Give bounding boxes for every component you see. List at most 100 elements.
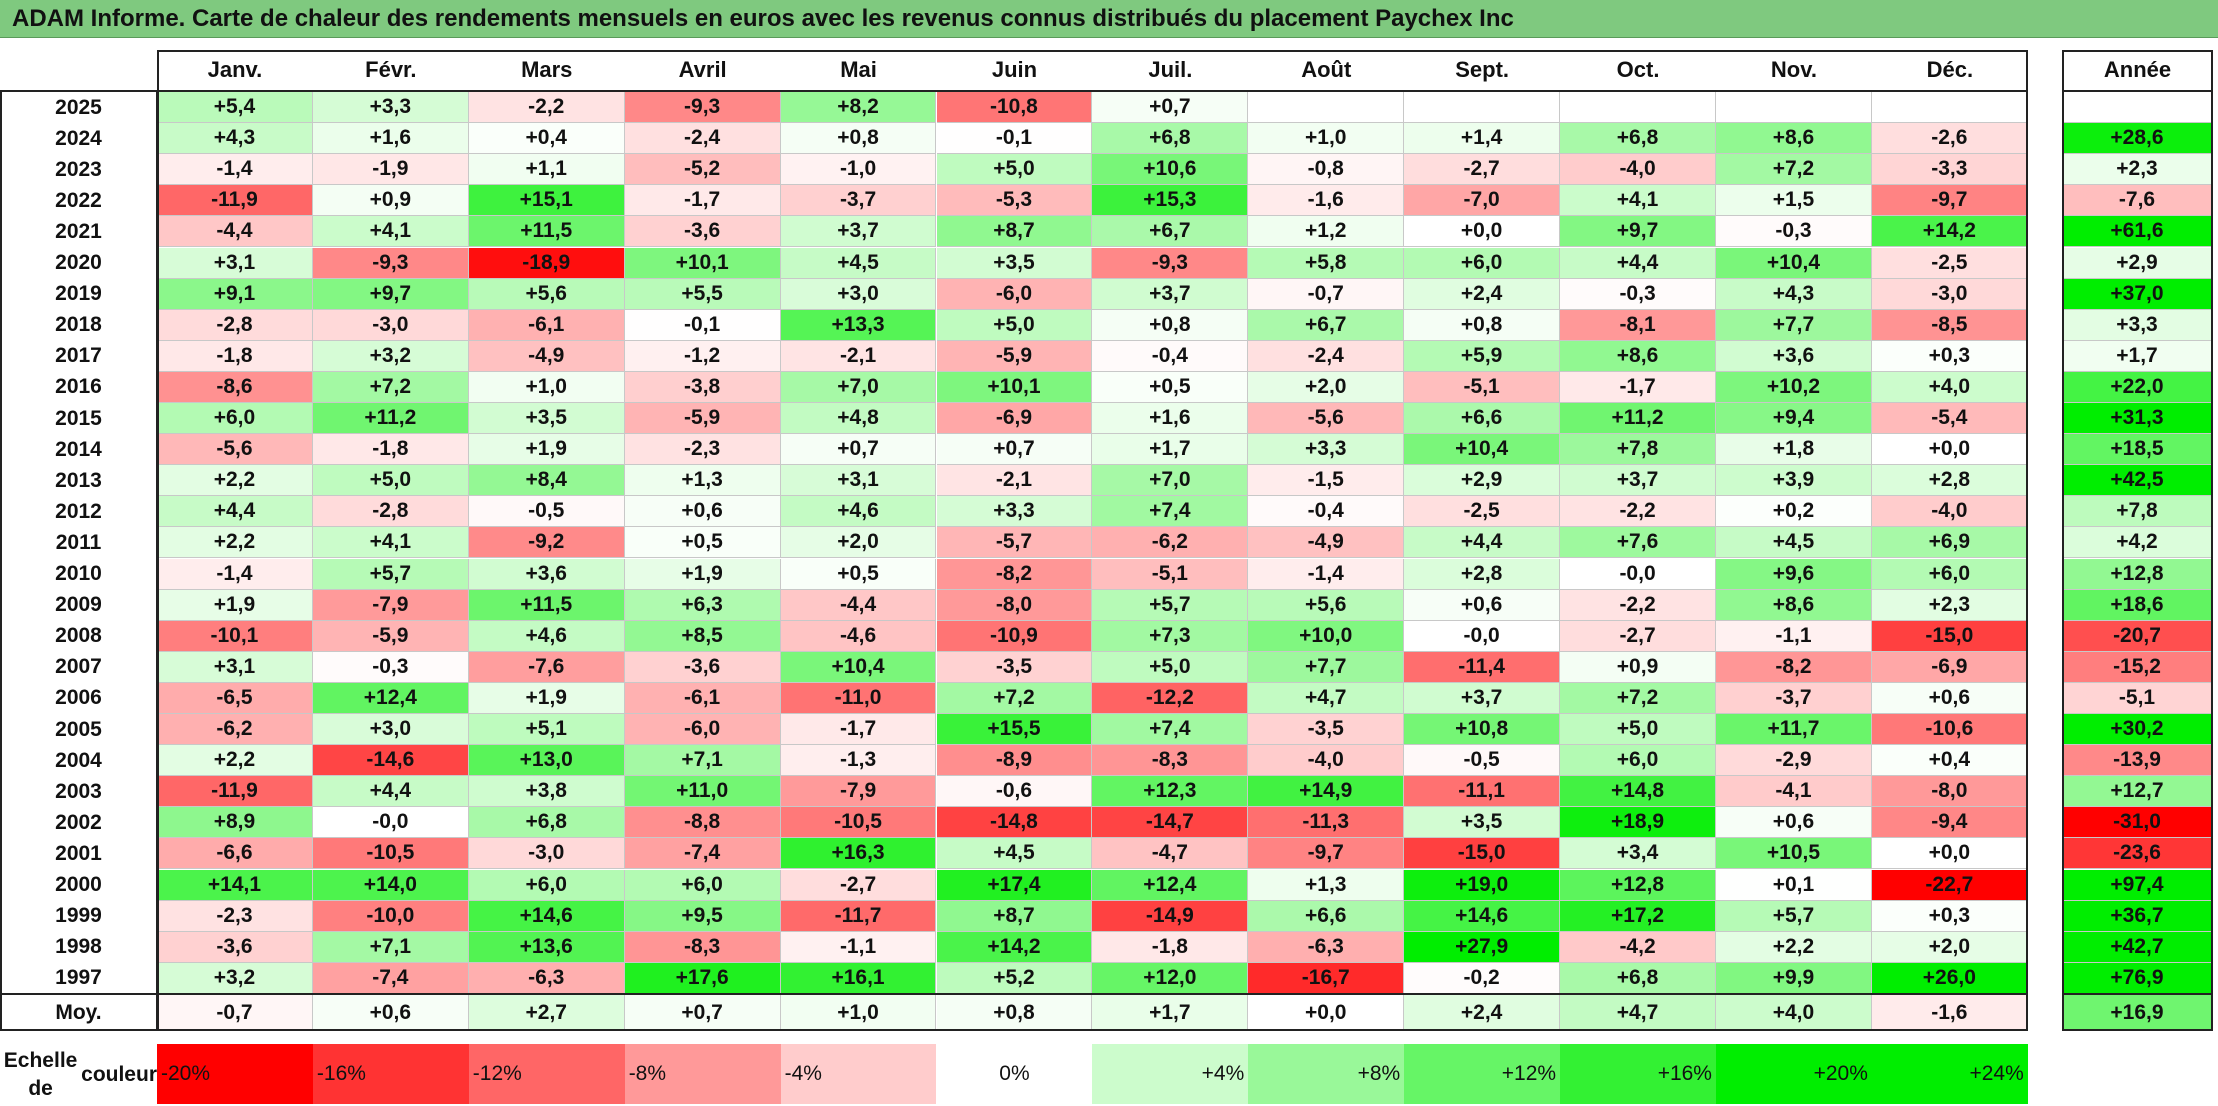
heatmap-cell: +10,5 <box>1716 838 1872 870</box>
heatmap-cell: -12,2 <box>1092 682 1249 714</box>
heatmap-cell: +3,7 <box>780 216 937 248</box>
heatmap-cell: -1,1 <box>1716 620 1872 652</box>
heatmap-cell: -4,9 <box>468 340 625 372</box>
heatmap-cell: +3,5 <box>936 247 1093 279</box>
heatmap-cell: +9,1 <box>157 278 313 310</box>
heatmap-cell: -10,5 <box>780 807 937 839</box>
heatmap-cell: +8,4 <box>468 465 625 497</box>
annual-return-cell <box>2062 92 2213 124</box>
heatmap-cell: -2,7 <box>780 869 937 901</box>
heatmap-cell: -1,5 <box>1248 465 1405 497</box>
heatmap-cell: +0,6 <box>1871 682 2028 714</box>
annual-return-cell: +12,8 <box>2062 558 2213 590</box>
heatmap-cell: -10,6 <box>1871 714 2028 746</box>
average-separator <box>0 993 2028 995</box>
heatmap-cell: -0,4 <box>1248 496 1405 528</box>
annual-return-cell: +18,5 <box>2062 434 2213 466</box>
month-header: Mai <box>780 50 937 90</box>
heatmap-cell: +15,5 <box>936 714 1093 746</box>
heatmap-cell: +0,4 <box>1871 745 2028 777</box>
annual-return-cell: +7,8 <box>2062 496 2213 528</box>
heatmap-cell: +7,6 <box>1560 527 1716 559</box>
heatmap-cell <box>1716 92 1872 124</box>
month-header: Déc. <box>1871 50 2028 90</box>
row-year-label: 2003 <box>55 779 102 803</box>
heatmap-cell: -2,8 <box>312 496 469 528</box>
heatmap-cell: -7,4 <box>312 962 469 994</box>
heatmap-cell: -1,4 <box>157 154 313 186</box>
heatmap-cell: +1,9 <box>624 558 781 590</box>
heatmap-cell: +5,0 <box>312 465 469 497</box>
heatmap-cell: -9,7 <box>1248 838 1405 870</box>
heatmap-cell: -4,2 <box>1560 931 1716 963</box>
heatmap-cell: -11,1 <box>1404 776 1561 808</box>
heatmap-cell: -0,2 <box>1404 962 1561 994</box>
heatmap-cell: +0,0 <box>1871 434 2028 466</box>
heatmap-cell: +5,6 <box>1248 589 1405 621</box>
heatmap-cell: -5,2 <box>624 154 781 186</box>
heatmap-cell: -2,9 <box>1716 745 1872 777</box>
heatmap-cell: +9,7 <box>312 278 469 310</box>
heatmap-cell: -10,1 <box>157 620 313 652</box>
heatmap-cell: +12,8 <box>1560 869 1716 901</box>
heatmap-cell: +17,4 <box>936 869 1093 901</box>
heatmap-cell: +4,6 <box>468 620 625 652</box>
heatmap-cell: -14,7 <box>1092 807 1249 839</box>
heatmap-cell: +7,0 <box>780 371 937 403</box>
heatmap-cell: +0,5 <box>780 558 937 590</box>
heatmap-cell: +3,5 <box>1404 807 1561 839</box>
heatmap-cell: +10,0 <box>1248 620 1405 652</box>
heatmap-cell: +0,9 <box>312 185 469 217</box>
heatmap-cell: +2,8 <box>1404 558 1561 590</box>
heatmap-cell: -9,3 <box>1092 247 1249 279</box>
heatmap-cell: -6,9 <box>1871 651 2028 683</box>
row-year-label: 2001 <box>55 841 102 865</box>
heatmap-cell: +7,0 <box>1092 465 1249 497</box>
heatmap-cell: -4,1 <box>1716 776 1872 808</box>
heatmap-cell: -6,1 <box>468 309 625 341</box>
heatmap-cell: +1,9 <box>468 682 625 714</box>
heatmap-cell: +12,4 <box>1092 869 1249 901</box>
heatmap-cell: +5,0 <box>1092 651 1249 683</box>
heatmap-cell: -2,5 <box>1871 247 2028 279</box>
heatmap-cell: -0,3 <box>1560 278 1716 310</box>
heatmap-cell: +3,0 <box>312 714 469 746</box>
heatmap-cell: +6,0 <box>1560 745 1716 777</box>
average-cell: -1,6 <box>1871 995 2028 1031</box>
heatmap-cell: -2,4 <box>624 123 781 155</box>
heatmap-cell: +11,2 <box>1560 403 1716 435</box>
heatmap-cell: +3,5 <box>468 403 625 435</box>
heatmap-cell: +7,2 <box>1716 154 1872 186</box>
heatmap-cell: -9,7 <box>1871 185 2028 217</box>
annual-return-cell: -13,9 <box>2062 745 2213 777</box>
heatmap-cell: +4,0 <box>1871 371 2028 403</box>
heatmap-cell: +0,5 <box>624 527 781 559</box>
heatmap-cell: -5,1 <box>1092 558 1249 590</box>
heatmap-cell: +5,5 <box>624 278 781 310</box>
heatmap-cell: -3,7 <box>780 185 937 217</box>
heatmap-cell: +4,4 <box>312 776 469 808</box>
average-cell: +0,7 <box>624 995 781 1031</box>
heatmap-cell: +3,3 <box>312 92 469 124</box>
heatmap-cell: -11,3 <box>1248 807 1405 839</box>
heatmap-cell: +10,4 <box>1716 247 1872 279</box>
heatmap-cell: -2,4 <box>1248 340 1405 372</box>
heatmap-cell: -22,7 <box>1871 869 2028 901</box>
row-year-label: 2002 <box>55 810 102 834</box>
heatmap-cell: -6,0 <box>936 278 1093 310</box>
heatmap-cell: -14,6 <box>312 745 469 777</box>
heatmap-cell: -7,0 <box>1404 185 1561 217</box>
heatmap-cell: +0,0 <box>1404 216 1561 248</box>
heatmap-cell: -8,0 <box>1871 776 2028 808</box>
heatmap-cell: -2,2 <box>1560 496 1716 528</box>
heatmap-cell: -5,4 <box>1871 403 2028 435</box>
heatmap-cell: +1,0 <box>468 371 625 403</box>
heatmap-cell: +7,4 <box>1092 714 1249 746</box>
heatmap-cell: +27,9 <box>1404 931 1561 963</box>
heatmap-cell: -5,1 <box>1404 371 1561 403</box>
heatmap-cell: -5,6 <box>1248 403 1405 435</box>
heatmap-cell: -1,8 <box>157 340 313 372</box>
heatmap-cell: +5,0 <box>936 309 1093 341</box>
annual-return-cell: +3,3 <box>2062 309 2213 341</box>
color-scale-title: Echelle de couleur <box>0 1043 157 1106</box>
